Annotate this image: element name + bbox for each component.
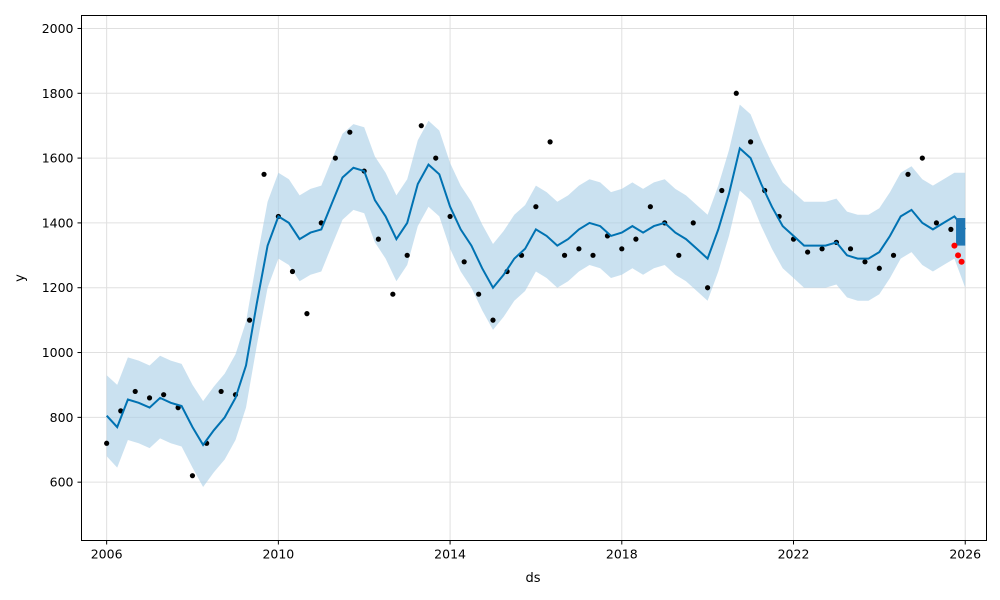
x-tick-label: 2026: [949, 547, 981, 562]
observed-point: [104, 440, 110, 446]
observed-point: [633, 236, 639, 242]
observed-point: [619, 246, 625, 252]
observed-point: [404, 252, 410, 258]
observed-point: [146, 395, 153, 401]
forecast-line-layer: [105, 146, 966, 447]
observed-point: [533, 204, 539, 210]
observed-point: [948, 226, 954, 232]
y-tick-label: 1400: [42, 215, 74, 230]
observed-point: [332, 155, 338, 161]
highlight-point: [951, 242, 958, 249]
observed-point: [418, 123, 424, 129]
y-tick-label: 1600: [42, 151, 74, 166]
observed-point: [704, 285, 711, 291]
observed-point: [547, 139, 553, 145]
observed-point: [289, 268, 296, 275]
observed-point: [375, 236, 381, 242]
x-tick-label: 2010: [262, 547, 294, 562]
y-tick-label: 800: [50, 410, 74, 425]
x-axis-label: ds: [525, 571, 540, 586]
observed-point: [161, 392, 167, 398]
highlight-point: [955, 252, 962, 259]
observed-point: [576, 246, 582, 252]
x-tick-label: 2014: [434, 547, 466, 562]
observed-point: [876, 265, 882, 271]
observed-point: [261, 171, 267, 177]
observed-point: [218, 388, 224, 395]
observed-point: [132, 388, 138, 395]
y-tick-label: 600: [50, 475, 74, 490]
observed-point: [647, 204, 653, 210]
observed-point: [246, 317, 253, 323]
observed-point: [933, 220, 940, 226]
observed-point: [847, 246, 854, 252]
y-axis-label: y: [13, 274, 28, 282]
y-tick-label: 2000: [42, 21, 74, 36]
y-tick-label: 1800: [42, 86, 74, 101]
observed-point: [347, 129, 353, 135]
observed-point: [304, 311, 310, 317]
highlight-points-layer: [951, 242, 965, 265]
x-axis: 2006 2010 2014 2018 2022 2026: [91, 540, 981, 562]
y-tick-label: 1000: [42, 345, 74, 360]
observed-point: [805, 249, 811, 255]
x-tick-label: 2018: [606, 547, 638, 562]
y-tick-label: 1200: [42, 280, 74, 295]
observed-point: [476, 291, 482, 297]
forecast-line: [105, 146, 966, 447]
uncertainty-band: [106, 104, 966, 487]
recent-forecast-block: [956, 218, 966, 246]
observed-point: [189, 473, 196, 479]
observed-point: [919, 155, 925, 161]
observed-point: [733, 90, 739, 96]
observed-point: [690, 220, 696, 226]
observed-point: [890, 252, 897, 258]
observed-point: [676, 252, 682, 258]
observed-point: [490, 317, 496, 323]
observed-point: [433, 155, 439, 161]
x-tick-label: 2006: [91, 547, 123, 562]
observed-point: [819, 246, 825, 252]
interval-area: [106, 104, 966, 487]
observed-point: [748, 139, 754, 145]
observed-point: [447, 213, 453, 220]
y-axis: 600 800 1000 1200 1400 1600 1800 2000: [42, 21, 82, 490]
observed-point: [461, 259, 467, 265]
observed-point: [590, 252, 596, 258]
plot-frame: [81, 15, 987, 541]
observed-point: [719, 187, 725, 194]
highlight-point: [958, 258, 965, 265]
observed-point: [561, 252, 568, 258]
x-tick-label: 2022: [778, 547, 810, 562]
observed-point: [862, 259, 868, 265]
observed-point: [905, 171, 911, 177]
observed-point: [390, 291, 396, 297]
